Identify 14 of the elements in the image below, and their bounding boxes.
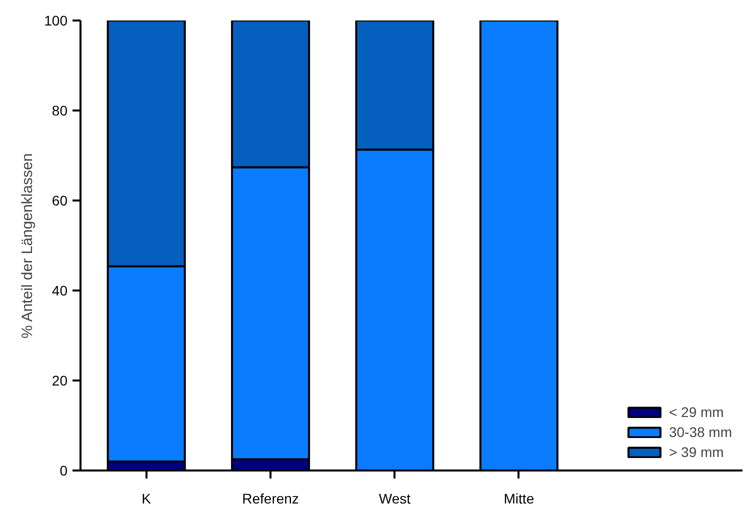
y-tick-label: 0 (60, 462, 68, 478)
y-tick-label: 60 (52, 192, 68, 208)
y-tick-label: 40 (52, 282, 68, 298)
y-tick-label: 100 (44, 12, 68, 28)
y-axis-title: % Anteil der Längenklassen (19, 153, 36, 338)
y-tick-label: 20 (52, 372, 68, 388)
x-tick-label: K (142, 490, 152, 506)
legend-label: < 29 mm (668, 404, 724, 420)
y-tick-label: 80 (52, 102, 68, 118)
legend-label: > 39 mm (668, 444, 724, 460)
x-tick-label: Mitte (504, 490, 534, 506)
legend-label: 30-38 mm (668, 424, 732, 440)
x-tick-label: Referenz (242, 490, 299, 506)
x-tick-label: West (378, 490, 411, 506)
